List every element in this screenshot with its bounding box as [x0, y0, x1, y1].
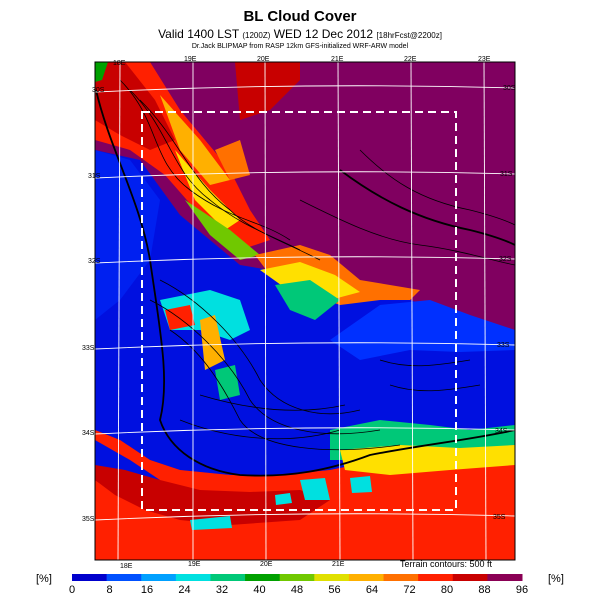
chart-title: BL Cloud Cover [243, 8, 357, 25]
map-frame [94, 61, 516, 561]
colorbar-swatch [210, 574, 246, 581]
colorbar-swatch [141, 574, 177, 581]
map-field [95, 62, 515, 560]
lat-label: 34S [82, 430, 95, 437]
lat-labels-left: 30S 31S 32S 33S 34S 35S [82, 87, 105, 523]
coastline [95, 89, 515, 477]
lon-label: 20E [260, 561, 273, 568]
colorbar-tick-label: 24 [178, 584, 190, 596]
colorbar-swatch [314, 574, 350, 581]
colorbar-swatch [279, 574, 315, 581]
colorbar-swatch [245, 574, 281, 581]
inner-domain-boundary [141, 111, 457, 511]
lon-label: 23E [478, 56, 491, 63]
colorbar-swatch [452, 574, 488, 581]
colorbar-unit-right: [%] [548, 573, 564, 585]
forecast-info: [18hrFcst@2200z] [376, 31, 442, 40]
lon-label: 18E [113, 60, 126, 67]
lon-labels-top: 18E 19E 20E 21E 22E 23E [113, 56, 491, 67]
colorbar-swatch [487, 574, 523, 581]
colorbar-tick-label: 56 [328, 584, 340, 596]
lon-labels-bottom: 18E 19E 20E 21E [120, 561, 345, 570]
lat-labels-right: 30S 31S 32S 33S 34S 35S [493, 85, 516, 521]
lon-label: 22E [404, 56, 417, 63]
colorbar: 0 8 16 24 32 40 48 56 64 72 80 88 96 [69, 574, 528, 596]
terrain-contours [119, 79, 515, 451]
colorbar-swatch [175, 574, 211, 581]
colorbar-tick-label: 88 [478, 584, 490, 596]
lon-label: 18E [120, 563, 133, 570]
colorbar-tick-label: 16 [141, 584, 153, 596]
lat-label: 35S [82, 516, 95, 523]
colorbar-swatch [348, 574, 385, 581]
colorbar-tick-label: 96 [516, 584, 528, 596]
colorbar-tick-label: 72 [403, 584, 415, 596]
terrain-contour-note: Terrain contours: 500 ft [400, 559, 493, 569]
lat-label: 35S [493, 514, 506, 521]
west-coast-region [95, 150, 160, 320]
model-line: Dr.Jack BLIPMAP from RASP 12km GFS-initi… [191, 43, 409, 50]
lat-label: 31S [88, 173, 101, 180]
colorbar-swatch [418, 574, 454, 581]
valid-utc: (1200Z) [242, 31, 271, 40]
lon-label: 20E [257, 56, 270, 63]
lat-label: 31S [500, 171, 513, 178]
colorbar-swatch [72, 574, 108, 581]
colorbar-tick-label: 0 [69, 584, 75, 596]
lat-label: 30S [92, 87, 105, 94]
colorbar-tick-label: 48 [291, 584, 303, 596]
lon-label: 19E [188, 561, 201, 568]
lon-label: 19E [184, 56, 197, 63]
lat-label: 33S [497, 342, 510, 349]
colorbar-unit-left: [%] [36, 573, 52, 585]
central-cloud-band [255, 245, 420, 305]
colorbar-tick-label: 8 [106, 584, 112, 596]
lat-label: 32S [88, 258, 101, 265]
colorbar-swatch [383, 574, 419, 581]
lat-label: 34S [495, 428, 508, 435]
valid-time-line: Valid 1400 LST (1200Z) WED 12 Dec 2012 [… [0, 27, 600, 41]
lon-label: 21E [332, 561, 345, 568]
lat-label: 33S [82, 345, 95, 352]
colorbar-tick-label: 80 [441, 584, 453, 596]
valid-date: WED 12 Dec 2012 [273, 27, 374, 41]
lat-label: 32S [499, 256, 512, 263]
lat-label: 30S [503, 85, 516, 92]
colorbar-tick-label: 40 [253, 584, 265, 596]
colorbar-tick-label: 32 [216, 584, 228, 596]
lon-label: 21E [331, 56, 344, 63]
colorbar-tick-label: 64 [366, 584, 378, 596]
colorbar-swatch [106, 574, 142, 581]
valid-label: Valid 1400 LST [158, 27, 240, 41]
graticule [95, 62, 515, 560]
